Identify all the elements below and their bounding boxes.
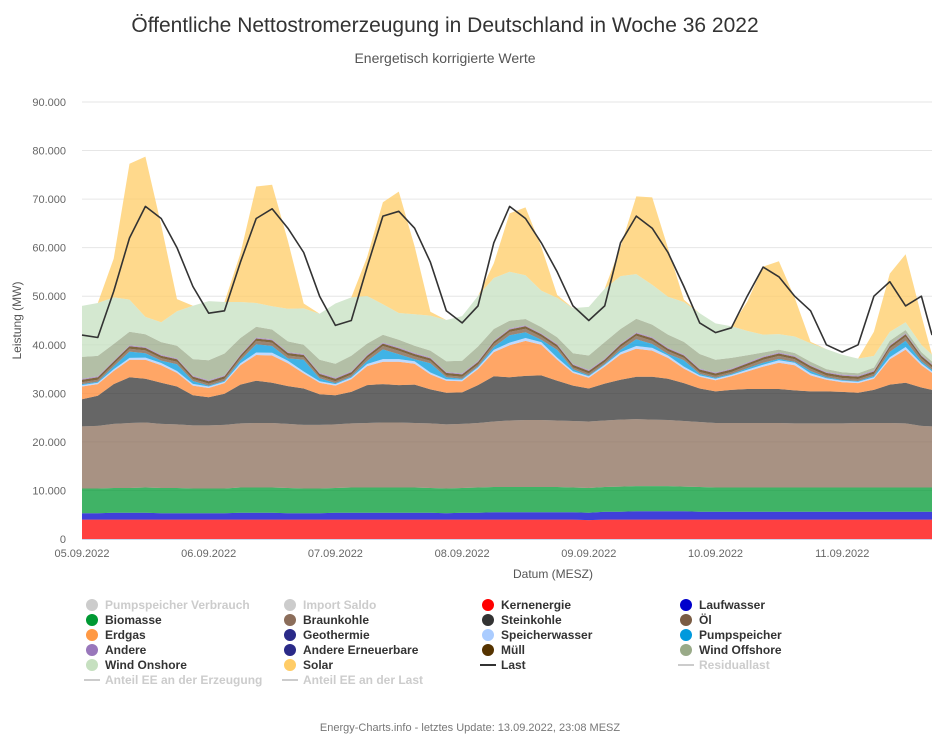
- legend-label: Öl: [699, 613, 712, 627]
- legend-label: Last: [501, 658, 526, 672]
- x-tick-label: 11.09.2022: [815, 548, 869, 560]
- area-oel[interactable]: [82, 328, 932, 386]
- y-tick-label: 30.000: [32, 388, 66, 400]
- legend-label: Wind Offshore: [699, 643, 782, 657]
- area-solar[interactable]: [82, 156, 932, 359]
- legend-circle-icon: [680, 599, 692, 611]
- legend-label: Speicherwasser: [501, 628, 593, 642]
- y-tick-label: 0: [60, 534, 66, 546]
- area-andere[interactable]: [82, 325, 932, 382]
- area-pumpspeicher[interactable]: [82, 332, 932, 387]
- legend-circle-icon: [482, 599, 494, 611]
- legend-line-icon: [678, 664, 694, 666]
- legend-label: Laufwasser: [699, 598, 766, 612]
- legend-circle-icon: [86, 644, 98, 656]
- chart-title: Öffentliche Nettostromerzeugung in Deuts…: [131, 14, 759, 37]
- y-tick-label: 60.000: [32, 243, 66, 255]
- legend-circle-icon: [86, 629, 98, 641]
- area-wind-onshore[interactable]: [82, 271, 932, 374]
- chart-plot: 0 10.000 20.000 30.000 40.000 50.000 60.000 70.…: [10, 97, 932, 581]
- chart-subtitle: Energetisch korrigierte Werte: [354, 50, 536, 66]
- y-tick-label: 50.000: [32, 291, 66, 303]
- legend-label: Anteil EE an der Erzeugung: [105, 673, 263, 687]
- legend-circle-icon: [284, 629, 296, 641]
- legend-label: Biomasse: [105, 613, 162, 627]
- legend-circle-icon: [284, 659, 296, 671]
- area-muell[interactable]: [82, 326, 932, 384]
- x-tick-label: 06.09.2022: [181, 548, 236, 560]
- y-tick-label: 10.000: [32, 485, 66, 497]
- legend-circle-icon: [680, 644, 692, 656]
- legend-circle-icon: [284, 644, 296, 656]
- legend-circle-icon: [86, 659, 98, 671]
- x-tick-label: 07.09.2022: [308, 548, 363, 560]
- legend-circle-icon: [482, 644, 494, 656]
- legend-circle-icon: [680, 614, 692, 626]
- y-tick-label: 90.000: [32, 97, 66, 109]
- y-axis-title: Leistung (MW): [10, 281, 24, 359]
- legend-label: Steinkohle: [501, 613, 562, 627]
- x-tick-label: 08.09.2022: [435, 548, 490, 560]
- legend-label: Andere: [105, 643, 147, 657]
- legend-label: Pumpspeicher Verbrauch: [105, 598, 250, 612]
- legend-circle-icon: [284, 599, 296, 611]
- area-erdgas[interactable]: [82, 340, 932, 400]
- legend-line-icon: [480, 664, 496, 666]
- legend-label: Pumpspeicher: [699, 628, 782, 642]
- legend-label: Wind Onshore: [105, 658, 187, 672]
- credits: Energy-Charts.info - letztes Update: 13.…: [319, 722, 621, 734]
- legend-circle-icon: [86, 614, 98, 626]
- legend-label: Kernenergie: [501, 598, 572, 612]
- legend-line-icon: [84, 679, 100, 681]
- x-axis-title: Datum (MESZ): [513, 567, 593, 581]
- area-kernenergie[interactable]: [82, 519, 932, 539]
- stacked-areas: [82, 156, 932, 539]
- y-tick-label: 80.000: [32, 146, 66, 158]
- legend-circle-icon: [86, 599, 98, 611]
- legend-line-icon: [282, 679, 298, 681]
- legend-circle-icon: [680, 629, 692, 641]
- legend-circle-icon: [284, 614, 296, 626]
- legend-label: Solar: [303, 658, 334, 672]
- legend-circle-icon: [482, 614, 494, 626]
- legend-label: Anteil EE an der Last: [303, 673, 424, 687]
- series-lines: [81, 205, 932, 353]
- x-tick-label: 09.09.2022: [561, 548, 616, 560]
- area-steinkohle[interactable]: [82, 375, 932, 427]
- area-laufwasser[interactable]: [82, 511, 932, 521]
- area-wind-offshore[interactable]: [82, 318, 932, 381]
- legend-label: Import Saldo: [303, 598, 377, 612]
- area-biomasse[interactable]: [82, 486, 932, 514]
- y-tick-label: 40.000: [32, 340, 66, 352]
- y-tick-label: 70.000: [32, 194, 66, 206]
- legend-label: Residuallast: [699, 658, 770, 672]
- x-tick-label: 10.09.2022: [688, 548, 743, 560]
- y-tick-label: 20.000: [32, 437, 66, 449]
- legend-label: Geothermie: [303, 628, 370, 642]
- legend-label: Erdgas: [105, 628, 146, 642]
- legend-circle-icon: [482, 629, 494, 641]
- legend-label: Braunkohle: [303, 613, 370, 627]
- x-axis-ticks: 05.09.2022 06.09.2022 07.09.2022 08.09.2022…: [54, 548, 869, 560]
- legend-label: Andere Erneuerbare: [303, 643, 419, 657]
- legend-label: Müll: [501, 643, 525, 657]
- line-last[interactable]: [81, 205, 932, 353]
- x-tick-label: 05.09.2022: [54, 548, 109, 560]
- y-axis-ticks: 0 10.000 20.000 30.000 40.000 50.000 60.000 70.…: [32, 97, 66, 546]
- area-braunkohle[interactable]: [82, 419, 932, 489]
